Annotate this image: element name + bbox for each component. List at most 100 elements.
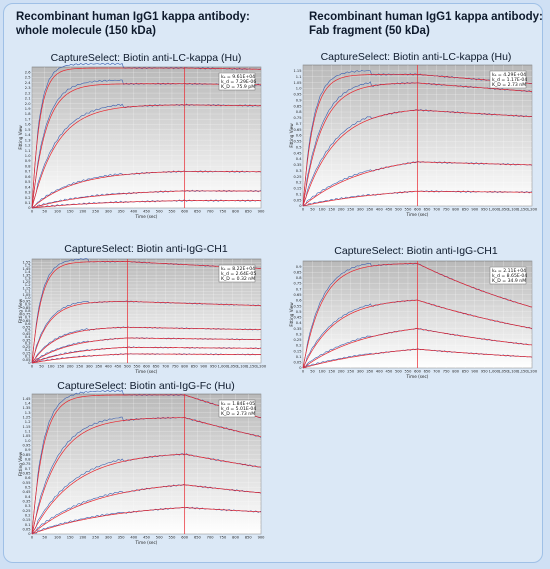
x-tick-label: 950 — [481, 370, 489, 374]
y-tick-label: 0.7 — [25, 170, 31, 174]
y-tick-label: 0.3 — [296, 332, 302, 336]
y-tick-label: 0.85 — [22, 453, 30, 457]
y-tick-label: 0.7 — [25, 467, 31, 471]
x-tick-label: 650 — [424, 370, 432, 374]
fit-series-line — [302, 299, 533, 369]
kinetics-box — [489, 266, 527, 285]
x-tick-label: 150 — [57, 365, 65, 369]
x-tick-label: 450 — [143, 536, 151, 540]
x-tick-label: 300 — [86, 365, 94, 369]
x-tick-label: 100 — [48, 365, 56, 369]
y-tick-label: 0.75 — [22, 462, 30, 466]
y-tick-label: 0.5 — [25, 180, 31, 184]
y-tick-label: 0.85 — [22, 306, 30, 310]
kinetics-value: kₐ = 2.11E+04 — [492, 268, 526, 274]
fit-series-line — [31, 453, 262, 535]
y-tick-label: 1.3 — [25, 277, 31, 281]
panel-title: CaptureSelect: Biotin anti-IgG-CH1 — [64, 243, 228, 255]
y-tick-label: 0.2 — [296, 344, 302, 348]
chart-panel: 00.10.20.30.40.50.60.70.80.91.01.11.21.3… — [18, 62, 265, 219]
x-tick-label: 450 — [143, 210, 151, 214]
y-tick-label: 1.4 — [25, 270, 31, 274]
kinetics-value: K_D = 2.73 nM — [221, 411, 255, 417]
panel-title: CaptureSelect: Biotin anti-IgG-CH1 — [334, 245, 498, 257]
x-tick-label: 0 — [302, 370, 305, 374]
y-tick-label: 0.3 — [25, 342, 31, 346]
y-tick-label: 1.4 — [25, 402, 31, 406]
y-tick-label: 2.4 — [25, 81, 31, 85]
fit-series-line — [302, 161, 533, 207]
x-tick-label: 750 — [219, 536, 227, 540]
x-tick-label: 700 — [433, 370, 441, 374]
y-tick-label: 0.35 — [293, 327, 301, 331]
y-tick-label: 0.5 — [296, 145, 302, 149]
x-tick-label: 250 — [347, 370, 355, 374]
kinetics-value: K_D = 75.9 pM — [221, 84, 255, 90]
y-tick-label: 0.65 — [22, 472, 30, 476]
x-tick-label: 850 — [245, 210, 253, 214]
y-tick-label: 0.4 — [296, 157, 302, 161]
kinetics-value: K_D = 2.73 nM — [492, 82, 526, 88]
y-tick-label: 1.05 — [22, 434, 30, 438]
y-tick-label: 0 — [299, 204, 302, 208]
y-tick-label: 0.4 — [296, 321, 302, 325]
y-tick-label: 0.35 — [293, 163, 301, 167]
y-tick-label: 0.45 — [293, 151, 301, 155]
kinetics-value: kₐ = 1.84E+05 — [221, 401, 255, 407]
y-tick-label: 1.0 — [25, 296, 31, 300]
x-tick-label: 200 — [79, 210, 87, 214]
kinetics-value: k_d = 1.17E-04 — [492, 77, 527, 83]
x-axis-label: Time (sec) — [135, 214, 158, 219]
x-tick-label: 1,150 — [517, 208, 528, 212]
y-tick-label: 0.5 — [25, 329, 31, 333]
x-tick-label: 100 — [319, 208, 327, 212]
x-tick-label: 0 — [302, 208, 305, 212]
kinetics-value: kₐ = 4.29E+04 — [492, 72, 526, 78]
y-tick-label: 1.5 — [25, 128, 31, 132]
x-tick-label: 200 — [67, 365, 75, 369]
fit-series-line — [31, 326, 262, 364]
y-tick-label: 0.1 — [296, 192, 302, 196]
y-tick-label: 0.9 — [25, 448, 31, 452]
panel-title: CaptureSelect: Biotin anti-IgG-Fc (Hu) — [57, 380, 235, 392]
fit-series-line — [31, 104, 262, 209]
x-tick-label: 900 — [471, 370, 479, 374]
x-tick-label: 550 — [405, 370, 413, 374]
y-tick-label: 0.65 — [293, 128, 301, 132]
fit-series-line — [31, 337, 262, 364]
y-tick-label: 0 — [28, 532, 31, 536]
kinetics-value: K_D = 34.9 nM — [492, 278, 526, 284]
x-tick-label: 800 — [181, 365, 189, 369]
x-tick-label: 200 — [338, 208, 346, 212]
x-tick-label: 550 — [405, 208, 413, 212]
y-tick-label: 0.45 — [22, 332, 30, 336]
x-tick-label: 650 — [194, 210, 202, 214]
y-tick-label: 1.6 — [25, 123, 31, 127]
y-tick-label: 0.35 — [22, 338, 30, 342]
y-tick-label: 0.6 — [296, 299, 302, 303]
y-tick-label: 1.2 — [25, 420, 31, 424]
y-tick-label: 1.25 — [22, 280, 30, 284]
y-tick-label: 0.8 — [25, 458, 31, 462]
y-tick-label: 0.9 — [25, 159, 31, 163]
fit-series-line — [31, 200, 261, 209]
x-tick-label: 0 — [31, 365, 34, 369]
y-tick-label: 0.2 — [25, 196, 31, 200]
y-tick-label: 1.15 — [22, 286, 30, 290]
x-tick-label: 250 — [92, 536, 100, 540]
y-tick-label: 1.35 — [22, 273, 30, 277]
y-axis-label: Fitting View — [18, 298, 23, 323]
y-tick-label: 0.2 — [25, 348, 31, 352]
kinetics-value: k_d = 8.65E-04 — [492, 273, 527, 279]
x-tick-label: 1,050 — [498, 208, 509, 212]
y-axis-label: Fitting View — [289, 302, 294, 327]
y-tick-label: 2.6 — [25, 70, 31, 74]
kinetics-value: kₐ = 8.22E+04 — [221, 266, 255, 272]
y-tick-label: 0.25 — [22, 509, 30, 513]
fit-series-line — [302, 82, 533, 207]
column-title-line: whole molecule (150 kDa) — [16, 25, 156, 37]
y-tick-label: 1.2 — [25, 283, 31, 287]
x-tick-label: 750 — [219, 210, 227, 214]
x-tick-label: 300 — [105, 536, 113, 540]
